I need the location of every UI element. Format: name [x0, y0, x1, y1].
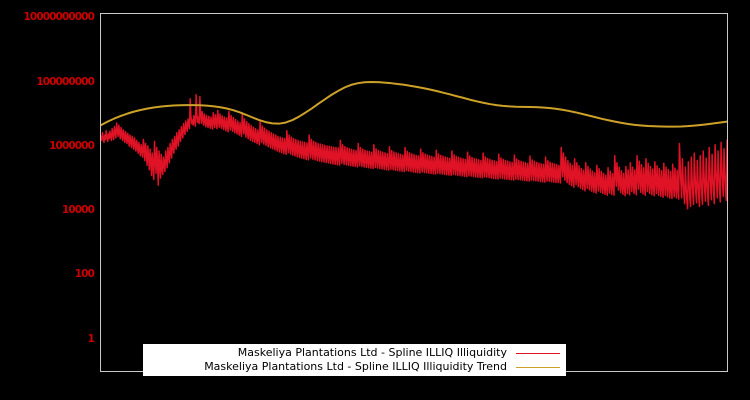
plot-svg	[101, 14, 727, 371]
legend-item-illiquidity: Maskeliya Plantations Ltd - Spline ILLIQ…	[143, 346, 566, 360]
legend-item-illiquidity-trend: Maskeliya Plantations Ltd - Spline ILLIQ…	[143, 360, 566, 374]
legend-swatch-illiquidity-trend	[516, 366, 560, 368]
legend-swatch-illiquidity	[516, 352, 560, 354]
y-axis-tick-label: 10000	[61, 204, 95, 216]
plot-area	[100, 13, 728, 372]
series-illiquidity-line	[101, 95, 727, 209]
legend-label-illiquidity-trend: Maskeliya Plantations Ltd - Spline ILLIQ…	[204, 360, 507, 373]
y-axis-tick-label: 100000000	[36, 76, 95, 88]
legend-label-illiquidity: Maskeliya Plantations Ltd - Spline ILLIQ…	[237, 346, 507, 359]
y-axis-tick-label: 100	[74, 268, 95, 280]
y-axis-tick-label: 1000000	[49, 140, 95, 152]
y-axis-tick-label: 10000000000	[23, 11, 95, 23]
y-axis-tick-label: 1	[87, 333, 95, 345]
chart-legend: Maskeliya Plantations Ltd - Spline ILLIQ…	[143, 344, 566, 376]
y-axis: 10000000000 100000000 1000000 10000 100 1	[0, 0, 100, 400]
series-illiquidity-trend-line	[101, 82, 727, 127]
